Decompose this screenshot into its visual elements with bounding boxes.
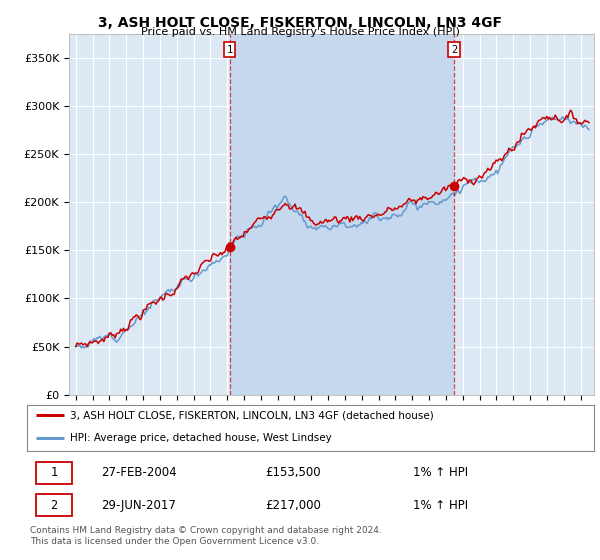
Text: 3, ASH HOLT CLOSE, FISKERTON, LINCOLN, LN3 4GF: 3, ASH HOLT CLOSE, FISKERTON, LINCOLN, L…: [98, 16, 502, 30]
Text: 2: 2: [50, 498, 58, 512]
Text: 29-JUN-2017: 29-JUN-2017: [101, 498, 176, 512]
Text: £217,000: £217,000: [265, 498, 321, 512]
Text: 27-FEB-2004: 27-FEB-2004: [101, 466, 176, 479]
Text: 1% ↑ HPI: 1% ↑ HPI: [413, 466, 467, 479]
Text: 3, ASH HOLT CLOSE, FISKERTON, LINCOLN, LN3 4GF (detached house): 3, ASH HOLT CLOSE, FISKERTON, LINCOLN, L…: [70, 410, 433, 421]
FancyBboxPatch shape: [35, 494, 73, 516]
Text: £153,500: £153,500: [265, 466, 321, 479]
Bar: [230, 34, 454, 395]
Text: HPI: Average price, detached house, West Lindsey: HPI: Average price, detached house, West…: [70, 433, 331, 444]
Text: 2: 2: [451, 45, 457, 55]
Text: 1% ↑ HPI: 1% ↑ HPI: [413, 498, 467, 512]
FancyBboxPatch shape: [35, 462, 73, 484]
Text: Contains HM Land Registry data © Crown copyright and database right 2024.
This d: Contains HM Land Registry data © Crown c…: [30, 526, 382, 546]
Text: Price paid vs. HM Land Registry's House Price Index (HPI): Price paid vs. HM Land Registry's House …: [140, 27, 460, 37]
Text: 1: 1: [50, 466, 58, 479]
Text: 1: 1: [227, 45, 233, 55]
